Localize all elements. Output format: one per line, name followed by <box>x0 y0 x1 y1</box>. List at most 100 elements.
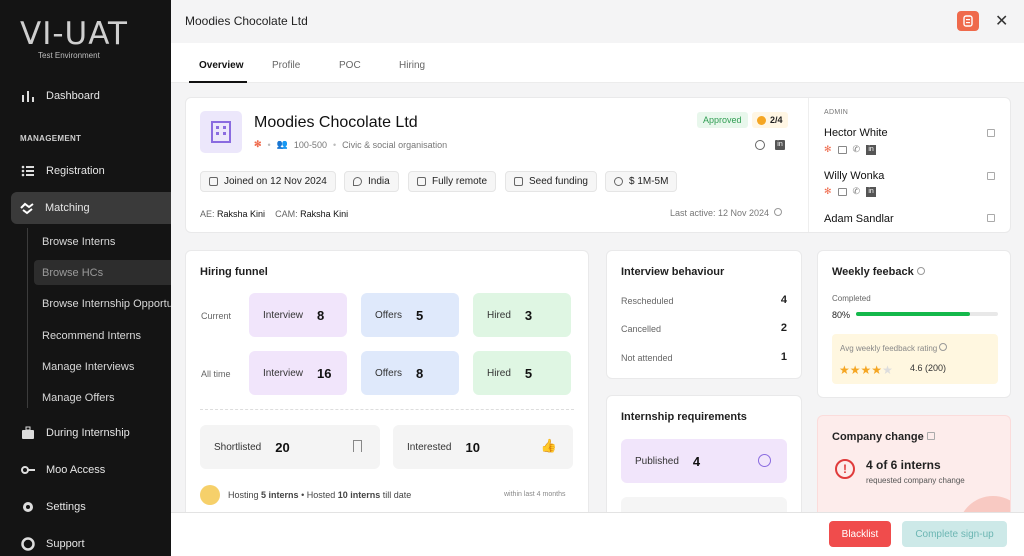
company-change-card: Company change ! 4 of 6 interns requeste… <box>817 415 1011 512</box>
stat-label: Interested <box>407 441 452 453</box>
management-section-label: MANAGEMENT <box>20 134 82 143</box>
phone-icon[interactable]: ✆ <box>852 186 861 196</box>
nav-moo-access[interactable]: Moo Access <box>12 463 105 477</box>
cancelled-value: 2 <box>780 322 787 334</box>
company-name: Moodies Chocolate Ltd <box>254 114 418 131</box>
nav-manage-offers[interactable]: Manage Offers <box>42 392 115 404</box>
hosted-pre: • Hosted <box>301 490 336 500</box>
submenu-active-highlight <box>34 260 171 285</box>
tab-hiring[interactable]: Hiring <box>399 60 426 71</box>
tab-overview[interactable]: Overview <box>199 60 244 71</box>
smiley-icon <box>200 485 220 505</box>
alltime-hired-stat[interactable]: Hired 5 <box>473 351 571 395</box>
rescheduled-label: Rescheduled <box>621 296 674 306</box>
company-card: Moodies Chocolate Ltd ✻ • 👥 100-500 • Ci… <box>185 97 1011 233</box>
star-icon: ★ <box>839 363 850 377</box>
admin-name-3[interactable]: Adam Sandlar <box>824 213 894 225</box>
mail-icon[interactable] <box>837 187 847 196</box>
current-hired-stat[interactable]: Hired 3 <box>473 293 571 337</box>
admin-contacts-1: ✻ ✆ in <box>824 144 877 155</box>
external-link-icon[interactable] <box>987 172 995 180</box>
mail-icon[interactable] <box>837 145 847 154</box>
internship-requirements-title: Internship requirements <box>621 411 747 423</box>
company-change-title: Company change <box>832 431 935 443</box>
gear-icon <box>21 500 35 514</box>
tab-profile[interactable]: Profile <box>272 60 301 71</box>
nav-settings[interactable]: Settings <box>12 500 86 514</box>
active-tab-indicator <box>189 81 247 83</box>
nav-matching[interactable]: Matching <box>11 192 171 224</box>
chip-funding-label: Seed funding <box>529 176 588 187</box>
nav-manage-interviews[interactable]: Manage Interviews <box>42 361 135 373</box>
stat-label: Offers <box>375 367 403 379</box>
completed-progress-fill <box>856 312 970 316</box>
weekly-feedback-title-text: Weekly feeback <box>832 266 914 278</box>
info-icon <box>773 208 782 216</box>
handshake-icon <box>514 177 523 186</box>
admin-contacts-2: ✻ ✆ in <box>824 186 877 197</box>
linkedin-icon[interactable]: in <box>775 140 785 150</box>
hubspot-icon[interactable]: ✻ <box>824 144 832 154</box>
alltime-interview-stat[interactable]: Interview 16 <box>249 351 347 395</box>
external-link-icon[interactable] <box>926 432 935 440</box>
admin-name-1[interactable]: Hector White <box>824 127 888 139</box>
current-interview-stat[interactable]: Interview 8 <box>249 293 347 337</box>
blacklist-button[interactable]: Blacklist <box>829 521 891 547</box>
company-drawer: Moodies Chocolate Ltd ✕ Overview Profile… <box>171 0 1024 556</box>
admin-name-2[interactable]: Willy Wonka <box>824 170 885 182</box>
admin-label: ADMIN <box>824 109 849 116</box>
rescheduled-value: 4 <box>780 294 787 306</box>
linkedin-icon[interactable]: in <box>866 144 877 155</box>
shortlisted-stat[interactable]: Shortlisted 20 <box>200 425 380 469</box>
hosting-summary: Hosting 5 interns • Hosted 10 interns ti… <box>228 490 411 500</box>
phone-icon[interactable]: ✆ <box>852 144 861 154</box>
hubspot-icon[interactable]: ✻ <box>824 186 832 196</box>
completed-label: Completed <box>832 294 871 303</box>
last-active: Last active: 12 Nov 2024 <box>670 208 782 218</box>
open-hubspot-button[interactable] <box>957 11 979 31</box>
hiring-funnel-card: Hiring funnel Current All time Interview… <box>185 250 589 512</box>
hosting-count: 5 interns <box>261 490 299 500</box>
tab-poc[interactable]: POC <box>339 60 361 71</box>
interested-stat[interactable]: Interested 10 👍 <box>393 425 573 469</box>
completed-progress-track <box>856 312 998 316</box>
alltime-offers-stat[interactable]: Offers 8 <box>361 351 459 395</box>
nav-dashboard[interactable]: Dashboard <box>12 89 100 103</box>
nav-browse-interns[interactable]: Browse Interns <box>42 236 116 248</box>
nav-support[interactable]: Support <box>12 537 85 551</box>
external-link-icon[interactable] <box>987 129 995 137</box>
external-link-icon[interactable] <box>987 214 995 222</box>
chip-funding: Seed funding <box>505 171 597 192</box>
nav-registration-label: Registration <box>46 165 105 177</box>
decorative-circle <box>958 496 1010 512</box>
not-attended-label: Not attended <box>621 353 673 363</box>
stat-label: Published <box>635 455 679 467</box>
avg-rating-box: Avg weekly feedback rating ★★★★★ 4.6 (20… <box>832 334 998 384</box>
chip-joined: Joined on 12 Nov 2024 <box>200 171 336 192</box>
action-bar: Blacklist Complete sign-up <box>171 512 1024 556</box>
close-icon[interactable]: ✕ <box>995 13 1009 30</box>
nav-registration[interactable]: Registration <box>12 164 105 178</box>
house-icon <box>417 177 426 186</box>
nav-recommend-interns[interactable]: Recommend Interns <box>42 330 142 342</box>
hubspot-icon[interactable]: ✻ <box>254 139 262 149</box>
nav-browse-internship-opportunities[interactable]: Browse Internship Opportu <box>42 298 171 310</box>
nav-during-internship[interactable]: During Internship <box>12 426 130 440</box>
complete-signup-button[interactable]: Complete sign-up <box>902 521 1007 547</box>
cam-label: CAM: <box>275 209 298 219</box>
interview-behaviour-card: Interview behaviour Rescheduled 4 Cancel… <box>606 250 802 379</box>
divider <box>808 98 809 232</box>
nav-browse-hcs[interactable]: Browse HCs <box>42 267 104 279</box>
rating-value: 4.6 (200) <box>910 363 947 373</box>
nav-moo-access-label: Moo Access <box>46 464 106 476</box>
status-badge: Approved <box>697 112 748 128</box>
current-offers-stat[interactable]: Offers 5 <box>361 293 459 337</box>
globe-icon[interactable] <box>755 140 765 150</box>
list-icon <box>21 164 35 178</box>
dashed-divider <box>200 409 574 410</box>
next-requirement-stat <box>621 497 787 513</box>
people-icon: 👥 <box>276 139 288 149</box>
published-stat[interactable]: Published 4 <box>621 439 787 483</box>
score-badge: 2/4 <box>752 112 788 128</box>
linkedin-icon[interactable]: in <box>866 186 877 197</box>
